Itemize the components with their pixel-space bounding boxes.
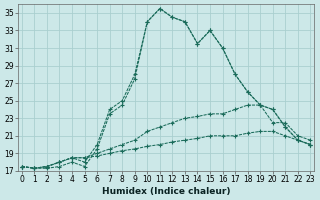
X-axis label: Humidex (Indice chaleur): Humidex (Indice chaleur) (102, 187, 230, 196)
